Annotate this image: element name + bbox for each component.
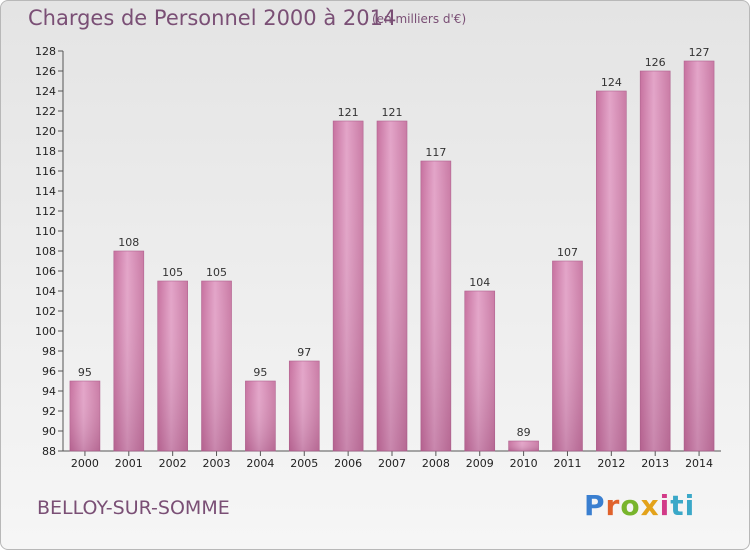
x-tick-label: 2008	[422, 457, 450, 470]
value-label: 121	[382, 106, 403, 119]
value-label: 121	[338, 106, 359, 119]
bar-shade	[552, 261, 583, 451]
bar-shade	[420, 161, 451, 451]
bar-shade	[157, 281, 188, 451]
logo-letter: x	[640, 489, 660, 522]
bar-shade	[333, 121, 364, 451]
y-tick-label: 118	[35, 145, 56, 158]
y-tick-label: 92	[42, 405, 56, 418]
commune-name: BELLOY-SUR-SOMME	[37, 497, 230, 519]
y-tick-label: 88	[42, 445, 56, 458]
bar-shade	[640, 71, 671, 451]
y-tick-label: 108	[35, 245, 56, 258]
chart-subtitle: (en milliers d'€)	[372, 12, 467, 26]
y-tick-label: 100	[35, 325, 56, 338]
x-tick-label: 2014	[685, 457, 713, 470]
logo-letter: P	[584, 489, 606, 522]
x-tick-label: 2007	[378, 457, 406, 470]
logo-letter: i	[659, 489, 671, 522]
y-tick-label: 110	[35, 225, 56, 238]
x-tick-label: 2004	[246, 457, 274, 470]
x-tick-label: 2010	[510, 457, 538, 470]
value-label: 124	[601, 76, 622, 89]
labels: 2000 95 2001 108 2002 105 2003 105 2004 95 2005 97 2…	[71, 46, 713, 470]
y-tick-label: 106	[35, 265, 56, 278]
x-tick-label: 2000	[71, 457, 99, 470]
bar-shade	[113, 251, 144, 451]
bar-shade	[596, 91, 627, 451]
x-tick-label: 2011	[553, 457, 581, 470]
y-tick-label: 122	[35, 105, 56, 118]
bar-shade	[69, 381, 100, 451]
x-tick-label: 2005	[290, 457, 318, 470]
logo-letter: ti	[670, 489, 696, 522]
y-tick-label: 112	[35, 205, 56, 218]
y-tick-label: 116	[35, 165, 56, 178]
proxiti-logo: Proxiti	[584, 489, 695, 522]
y-tick-label: 102	[35, 305, 56, 318]
y-tick-label: 96	[42, 365, 56, 378]
y-tick-label: 98	[42, 345, 56, 358]
bar-shade	[377, 121, 407, 451]
chart-title: Charges de Personnel 2000 à 2014	[28, 6, 397, 30]
value-label: 104	[469, 276, 490, 289]
value-label: 105	[206, 266, 227, 279]
x-tick-label: 2003	[203, 457, 231, 470]
value-label: 117	[425, 146, 446, 159]
value-label: 105	[162, 266, 183, 279]
logo-letter: r	[605, 489, 621, 522]
x-tick-label: 2009	[466, 457, 494, 470]
value-label: 108	[118, 236, 139, 249]
bar-shade	[464, 291, 495, 451]
bar-shade	[684, 61, 715, 451]
y-tick-label: 124	[35, 85, 56, 98]
y-tick-label: 128	[35, 45, 56, 58]
x-tick-label: 2013	[641, 457, 669, 470]
x-tick-label: 2006	[334, 457, 362, 470]
value-label: 95	[78, 366, 92, 379]
value-label: 127	[689, 46, 710, 59]
y-tick-label: 94	[42, 385, 56, 398]
axes: 88 90 92 94 96 98 100 102 104 106 108 110 112 114 116 1…	[35, 45, 721, 458]
y-tick-label: 104	[35, 285, 56, 298]
x-tick-label: 2001	[115, 457, 143, 470]
bars	[69, 60, 715, 452]
bar-shade	[245, 381, 276, 451]
x-tick-label: 2002	[159, 457, 187, 470]
logo-letter: o	[620, 489, 641, 522]
value-label: 97	[297, 346, 311, 359]
value-label: 89	[517, 426, 531, 439]
bar-shade	[201, 281, 232, 451]
y-tick-label: 120	[35, 125, 56, 138]
x-tick-label: 2012	[597, 457, 625, 470]
value-label: 107	[557, 246, 578, 259]
bar-shade	[289, 361, 320, 451]
y-tick-label: 114	[35, 185, 56, 198]
y-tick-label: 126	[35, 65, 56, 78]
value-label: 126	[645, 56, 666, 69]
bar-shade	[508, 441, 539, 451]
value-label: 95	[253, 366, 267, 379]
y-tick-label: 90	[42, 425, 56, 438]
